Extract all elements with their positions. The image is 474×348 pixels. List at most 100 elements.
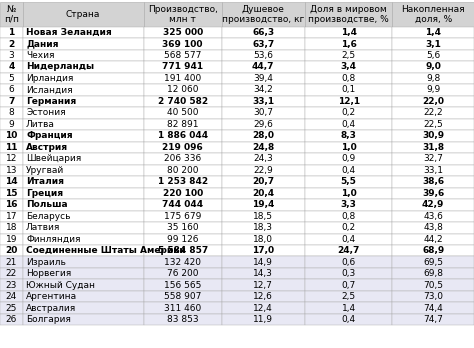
Bar	[392, 38, 474, 50]
Bar	[23, 256, 144, 268]
Bar	[0, 314, 23, 325]
Bar	[23, 153, 144, 165]
Text: 29,6: 29,6	[254, 120, 273, 129]
Text: 0,4: 0,4	[342, 315, 356, 324]
Bar	[23, 50, 144, 61]
Bar	[23, 73, 144, 84]
Bar	[0, 153, 23, 165]
Text: Греция: Греция	[26, 189, 63, 198]
Text: 22,9: 22,9	[254, 166, 273, 175]
Text: 39,6: 39,6	[422, 189, 444, 198]
Text: 53,6: 53,6	[253, 51, 273, 60]
Bar	[144, 176, 222, 188]
Text: 12 060: 12 060	[167, 86, 199, 94]
Text: 175 679: 175 679	[164, 212, 201, 221]
Text: 17,0: 17,0	[252, 246, 274, 255]
Text: 30,9: 30,9	[422, 132, 444, 140]
Text: Эстония: Эстония	[26, 109, 66, 117]
Bar	[144, 27, 222, 38]
Bar	[222, 314, 305, 325]
Bar	[305, 165, 392, 176]
Text: 18: 18	[6, 223, 17, 232]
Text: 132 420: 132 420	[164, 258, 201, 267]
Text: 25: 25	[6, 304, 17, 313]
Bar	[305, 302, 392, 314]
Text: 12,6: 12,6	[254, 292, 273, 301]
Text: 16: 16	[5, 200, 18, 209]
Bar	[23, 302, 144, 314]
Bar	[305, 119, 392, 130]
Text: 73,0: 73,0	[423, 292, 443, 301]
Bar	[23, 188, 144, 199]
Bar	[305, 130, 392, 142]
Bar	[0, 2, 23, 27]
Bar	[0, 142, 23, 153]
Text: 10: 10	[5, 132, 18, 140]
Bar	[392, 73, 474, 84]
Bar	[144, 142, 222, 153]
Text: Накопленная
доля, %: Накопленная доля, %	[401, 5, 465, 24]
Bar	[0, 50, 23, 61]
Bar	[144, 302, 222, 314]
Bar	[144, 73, 222, 84]
Text: 14: 14	[5, 177, 18, 186]
Text: 9,9: 9,9	[426, 86, 440, 94]
Text: Израиль: Израиль	[26, 258, 66, 267]
Text: 0,4: 0,4	[342, 166, 356, 175]
Bar	[222, 107, 305, 119]
Bar	[305, 234, 392, 245]
Bar	[392, 165, 474, 176]
Text: Польша: Польша	[26, 200, 68, 209]
Bar	[305, 314, 392, 325]
Bar	[144, 291, 222, 302]
Text: 219 096: 219 096	[163, 143, 203, 152]
Text: 5,5: 5,5	[341, 177, 356, 186]
Text: 0,4: 0,4	[342, 120, 356, 129]
Bar	[305, 61, 392, 73]
Bar	[222, 188, 305, 199]
Text: 1 886 044: 1 886 044	[158, 132, 208, 140]
Bar	[222, 153, 305, 165]
Bar	[222, 27, 305, 38]
Text: 17: 17	[6, 212, 17, 221]
Bar	[144, 234, 222, 245]
Text: 69,8: 69,8	[423, 269, 443, 278]
Text: 44,7: 44,7	[252, 63, 274, 71]
Bar	[305, 199, 392, 211]
Text: 18,3: 18,3	[253, 223, 273, 232]
Bar	[392, 279, 474, 291]
Bar	[305, 27, 392, 38]
Bar	[23, 279, 144, 291]
Text: Литва: Литва	[26, 120, 55, 129]
Text: Германия: Германия	[26, 97, 76, 106]
Text: 21: 21	[6, 258, 17, 267]
Bar	[222, 119, 305, 130]
Bar	[144, 222, 222, 234]
Text: 69,5: 69,5	[423, 258, 443, 267]
Bar	[222, 165, 305, 176]
Text: 5 584 857: 5 584 857	[157, 246, 208, 255]
Bar	[0, 188, 23, 199]
Bar	[392, 211, 474, 222]
Bar	[23, 96, 144, 107]
Bar	[0, 234, 23, 245]
Text: 191 400: 191 400	[164, 74, 201, 83]
Bar	[392, 291, 474, 302]
Bar	[392, 176, 474, 188]
Text: 325 000: 325 000	[163, 28, 203, 37]
Text: 9: 9	[9, 120, 14, 129]
Bar	[23, 130, 144, 142]
Bar	[305, 211, 392, 222]
Text: 12,4: 12,4	[254, 304, 273, 313]
Text: 3,1: 3,1	[425, 40, 441, 48]
Text: 0,8: 0,8	[341, 212, 356, 221]
Text: 9,0: 9,0	[425, 63, 441, 71]
Text: 70,5: 70,5	[423, 281, 443, 290]
Bar	[305, 268, 392, 279]
Text: Финляндия: Финляндия	[26, 235, 81, 244]
Bar	[305, 142, 392, 153]
Bar	[305, 188, 392, 199]
Text: Австрия: Австрия	[26, 143, 68, 152]
Bar	[222, 268, 305, 279]
Text: 24,7: 24,7	[337, 246, 360, 255]
